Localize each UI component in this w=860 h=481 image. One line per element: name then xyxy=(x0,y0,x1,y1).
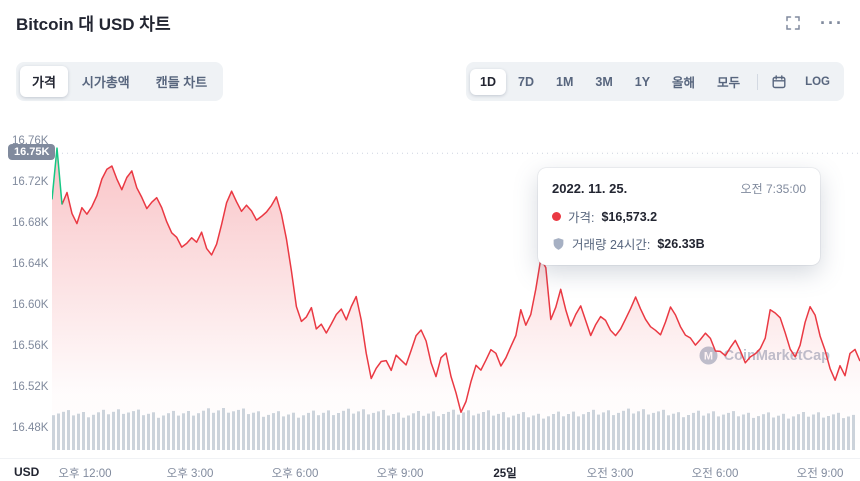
header: Bitcoin 대 USD 차트 ··· xyxy=(16,10,844,35)
calendar-icon xyxy=(772,74,786,88)
tab-candle[interactable]: 캔들 차트 xyxy=(144,66,219,97)
x-axis-label: 오후 12:00 xyxy=(58,468,112,480)
range-1m[interactable]: 1M xyxy=(546,69,583,95)
range-all[interactable]: 모두 xyxy=(707,66,750,97)
y-axis-label: 16.64K xyxy=(12,258,49,270)
page-title: Bitcoin 대 USD 차트 xyxy=(16,15,171,34)
price-chart: 16.76K 16.72K 16.68K 16.64K 16.60K 16.56K 16.5… xyxy=(0,118,860,458)
price-dot-icon xyxy=(552,212,561,221)
y-axis-label: 16.68K xyxy=(12,217,49,229)
range-1d[interactable]: 1D xyxy=(470,68,507,95)
y-axis-label: 16.56K xyxy=(12,340,49,352)
range-7d[interactable]: 7D xyxy=(508,69,544,95)
price-chart-svg[interactable] xyxy=(52,118,860,458)
tooltip-volume-row: 거래량 24시간: $26.33B xyxy=(552,234,806,253)
y-axis-label: 16.76K xyxy=(12,135,49,147)
x-axis-label: 오전 9:00 xyxy=(796,468,844,480)
x-axis-label: 오후 3:00 xyxy=(166,468,214,480)
tooltip-price-value: $16,573.2 xyxy=(601,209,658,224)
price-line-up-segment xyxy=(52,147,63,205)
tooltip-date: 2022. 11. 25. xyxy=(552,181,628,196)
y-axis-label: 16.52K xyxy=(12,381,49,393)
x-axis-label: 오전 6:00 xyxy=(691,468,739,480)
x-axis-label: 오후 6:00 xyxy=(271,468,319,480)
time-range-group: 1D 7D 1M 3M 1Y 올해 모두 LOG xyxy=(466,62,844,101)
tooltip-volume-label: 거래량 24시간: xyxy=(572,238,651,252)
volume-bars xyxy=(52,408,855,451)
toolbar: 가격 시가총액 캔들 차트 1D 7D 1M 3M 1Y 올해 모두 LOG xyxy=(16,62,844,101)
tooltip-volume-value: $26.33B xyxy=(657,236,705,251)
y-axis-label: 16.60K xyxy=(12,299,49,311)
tooltip-price-label: 가격: xyxy=(568,211,595,225)
y-axis-label: 16.48K xyxy=(12,422,49,434)
x-axis-label: 오전 3:00 xyxy=(586,468,634,480)
tooltip-price-row: 가격: $16,573.2 xyxy=(552,207,806,226)
tab-price[interactable]: 가격 xyxy=(20,66,68,97)
x-axis-label: 오후 9:00 xyxy=(376,468,424,480)
range-3m[interactable]: 3M xyxy=(585,69,622,95)
x-axis-label: 25일 xyxy=(493,468,517,480)
currency-label: USD xyxy=(14,465,40,479)
y-axis-label: 16.72K xyxy=(12,176,49,188)
fullscreen-icon[interactable] xyxy=(786,15,800,30)
calendar-button[interactable] xyxy=(765,70,793,94)
x-axis: USD 오후 12:00 오후 3:00 오후 6:00 오후 9:00 25일 오전 3… xyxy=(0,458,860,481)
more-icon[interactable]: ··· xyxy=(820,12,844,33)
range-1y[interactable]: 1Y xyxy=(625,69,660,95)
tab-marketcap[interactable]: 시가총액 xyxy=(70,66,142,97)
header-icons: ··· xyxy=(786,12,844,33)
range-ytd[interactable]: 올해 xyxy=(662,66,705,97)
log-scale-button[interactable]: LOG xyxy=(795,70,840,94)
current-price-badge: 16.75K xyxy=(8,144,56,161)
chart-tooltip: 2022. 11. 25. 오전 7:35:00 가격: $16,573.2 거… xyxy=(538,168,820,265)
volume-shield-icon xyxy=(553,237,564,250)
range-divider xyxy=(757,73,759,90)
tooltip-time: 오전 7:35:00 xyxy=(740,182,806,196)
chart-type-tabs: 가격 시가총액 캔들 차트 xyxy=(16,62,224,101)
price-line xyxy=(61,165,860,414)
